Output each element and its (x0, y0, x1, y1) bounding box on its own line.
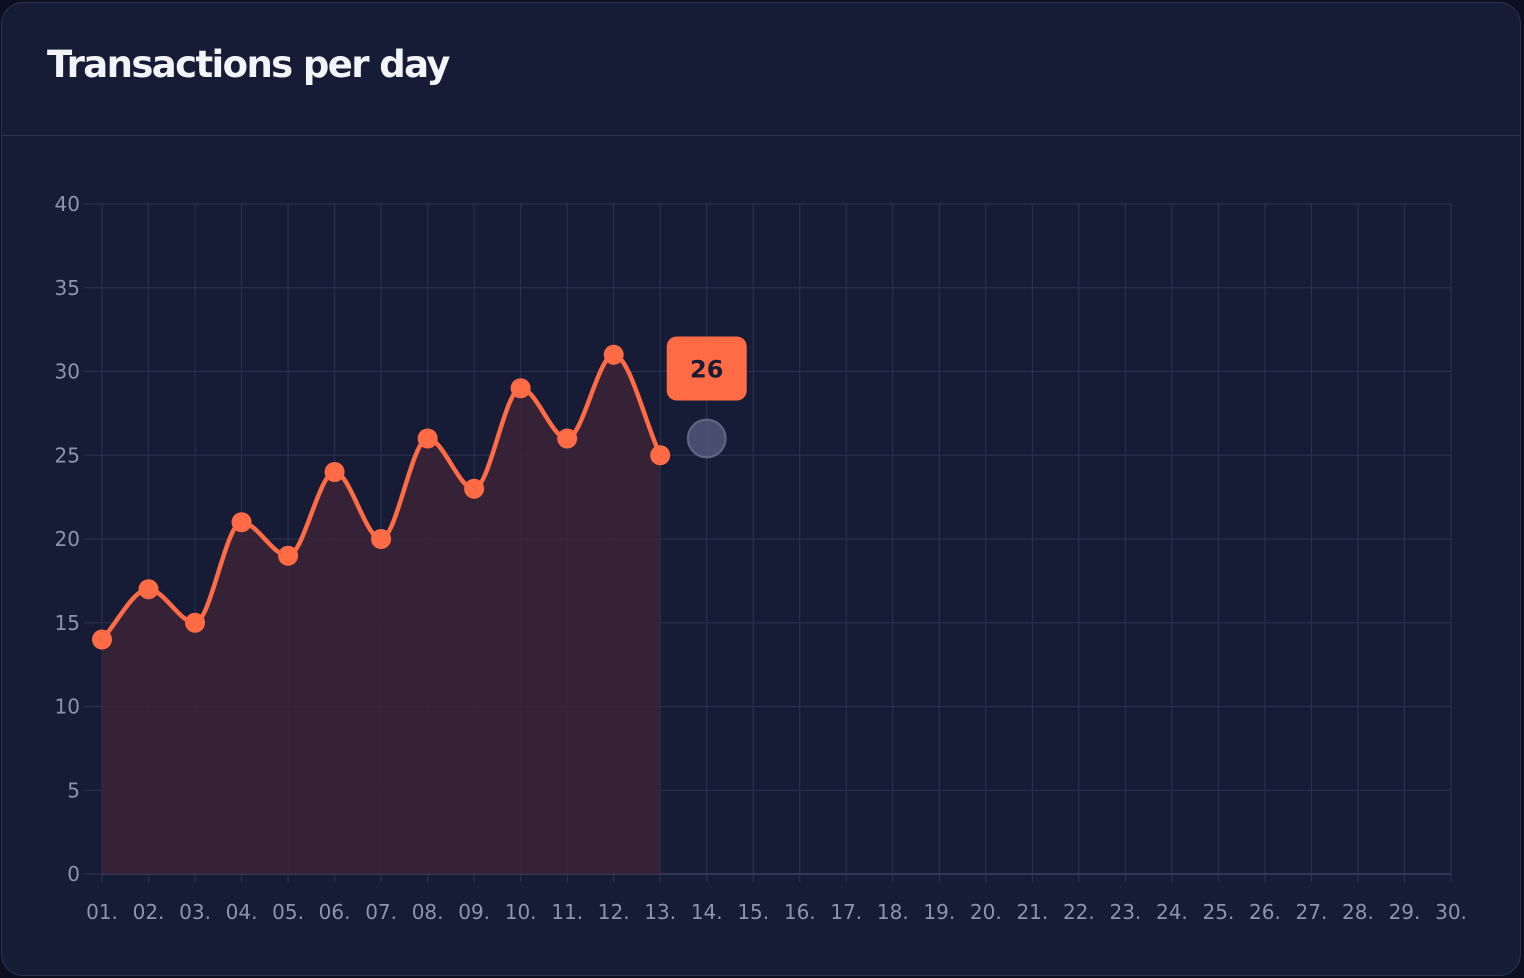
data-point (92, 629, 112, 650)
y-tick-label: 35 (55, 276, 80, 300)
tooltip-box (666, 336, 747, 401)
area-fill (102, 354, 661, 874)
data-point (371, 529, 392, 549)
x-tick-label: 28. (1342, 900, 1374, 924)
data-point (557, 428, 578, 449)
data-point (417, 428, 438, 449)
x-tick-label: 24. (1156, 900, 1188, 924)
chart-title: Transactions per day (47, 43, 450, 86)
x-tick-label: 13. (644, 900, 676, 924)
y-tick-label: 25 (55, 443, 80, 467)
data-point (138, 579, 159, 600)
x-tick-label: 14. (691, 900, 723, 924)
x-tick-label: 19. (923, 900, 955, 924)
y-tick-label: 40 (55, 192, 80, 216)
y-tick-label: 5 (67, 778, 80, 802)
x-tick-label: 03. (179, 900, 211, 924)
x-tick-label: 05. (272, 900, 304, 924)
x-tick-label: 10. (505, 900, 537, 924)
y-tick-label: 10 (55, 695, 80, 719)
x-tick-label: 22. (1063, 900, 1095, 924)
x-tick-label: 06. (319, 900, 351, 924)
data-point (510, 378, 531, 399)
x-tick-label: 20. (970, 900, 1002, 924)
x-tick-label: 07. (365, 900, 397, 924)
y-tick-label: 15 (55, 611, 80, 635)
hover-point (686, 418, 727, 459)
y-tick-label: 20 (55, 527, 80, 551)
x-tick-label: 21. (1016, 900, 1048, 924)
y-tick-label: 30 (55, 360, 80, 384)
area-fill-group (102, 354, 661, 874)
x-tick-label: 17. (830, 900, 862, 924)
y-tick-label: 0 (67, 862, 80, 886)
data-point (185, 612, 206, 633)
x-tick-label: 16. (784, 900, 816, 924)
data-point (464, 478, 485, 499)
data-point (278, 545, 299, 566)
y-axis-ticks: 0 5 10 15 20 25 30 35 40 (55, 192, 80, 886)
hover-group: 26 (666, 336, 747, 459)
x-tick-label: 27. (1296, 900, 1328, 924)
x-tick-label: 26. (1249, 900, 1281, 924)
x-tick-label: 23. (1109, 900, 1141, 924)
x-tick-label: 11. (551, 900, 583, 924)
x-tick-label: 02. (133, 900, 165, 924)
x-tick-label: 30. (1435, 900, 1467, 924)
x-tick-label: 18. (877, 900, 909, 924)
x-tick-label: 04. (226, 900, 258, 924)
x-tick-label: 15. (737, 900, 769, 924)
x-tick-label: 29. (1389, 900, 1421, 924)
x-tick-label: 08. (412, 900, 444, 924)
data-point (324, 462, 345, 482)
data-point (603, 344, 624, 365)
x-axis-ticks: 01. 02. 03. 04. 05. 06. 07. 08. 09. 10. 11. 12. 13. 1… (86, 900, 1467, 924)
data-point (650, 445, 671, 466)
card-header: Transactions per day (2, 3, 1520, 136)
tooltip-value: 26 (690, 356, 723, 384)
x-tick-label: 09. (458, 900, 490, 924)
x-tick-label: 01. (86, 900, 118, 924)
x-tick-label: 12. (598, 900, 630, 924)
data-points (92, 344, 671, 650)
data-point (231, 512, 252, 533)
x-tick-label: 25. (1203, 900, 1235, 924)
